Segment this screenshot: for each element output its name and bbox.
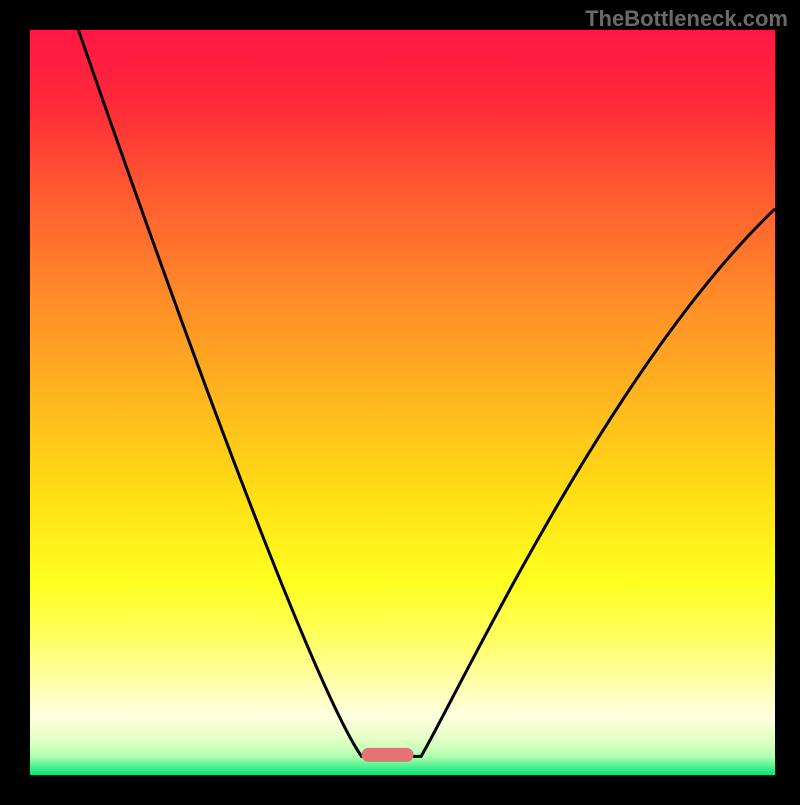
chart-svg xyxy=(0,0,800,800)
optimal-marker xyxy=(362,748,414,762)
bottleneck-chart xyxy=(0,0,800,805)
plot-background xyxy=(30,30,775,775)
watermark-label: TheBottleneck.com xyxy=(585,6,788,32)
